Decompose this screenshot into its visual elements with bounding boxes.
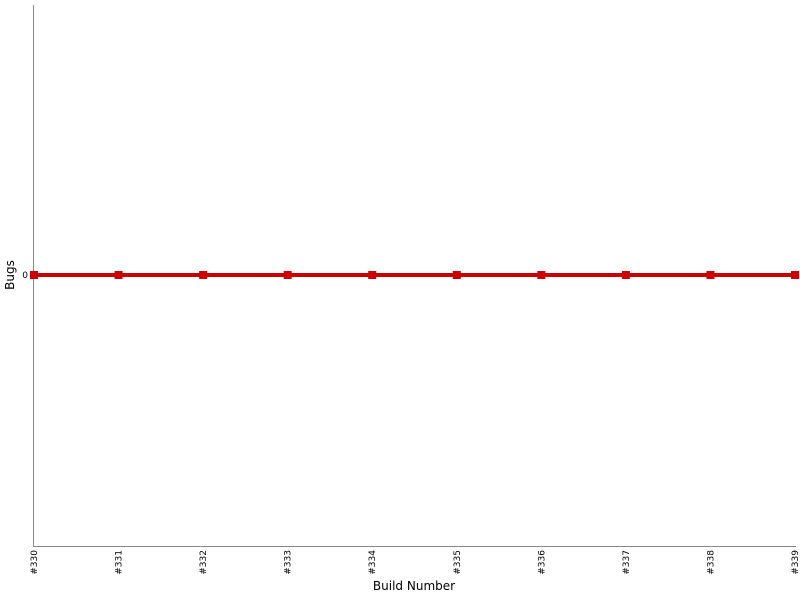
x-tick-label: #339 xyxy=(791,550,800,575)
x-tick-label: #334 xyxy=(368,550,378,575)
x-tick-label: #335 xyxy=(453,550,463,575)
x-tick-label: #332 xyxy=(199,550,209,575)
x-tick-label: #337 xyxy=(622,550,632,575)
x-tick-label: #330 xyxy=(30,550,40,575)
data-point xyxy=(452,271,461,279)
data-point xyxy=(368,271,377,279)
y-tick-label: 0 xyxy=(22,271,28,281)
x-tick-label: #338 xyxy=(706,550,716,575)
data-point xyxy=(114,271,123,279)
data-point xyxy=(621,271,630,279)
data-point xyxy=(791,271,799,279)
data-point xyxy=(537,271,546,279)
data-point xyxy=(706,271,715,279)
data-point xyxy=(199,271,208,279)
data-point xyxy=(30,271,38,279)
data-point xyxy=(283,271,292,279)
x-tick-label: #336 xyxy=(537,550,547,575)
x-axis-label: Build Number xyxy=(373,579,455,593)
x-tick-label: #333 xyxy=(284,550,294,575)
y-axis-label: Bugs xyxy=(3,260,17,290)
x-tick-label: #331 xyxy=(115,550,125,575)
